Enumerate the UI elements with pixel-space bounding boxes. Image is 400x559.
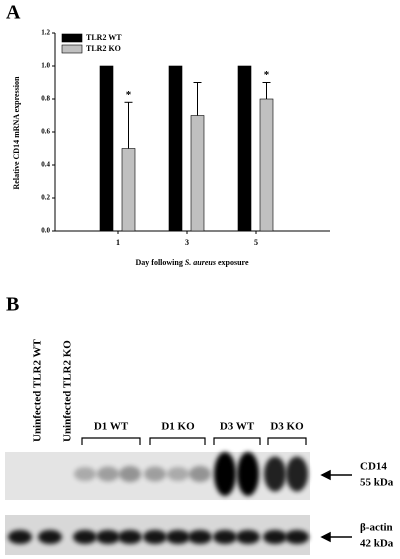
blot-band: [73, 530, 97, 544]
y-tick-label: 0.0: [41, 227, 50, 235]
band-size: 55 kDa: [360, 477, 394, 489]
x-axis-label-part: exposure: [216, 258, 249, 267]
blot-band: [97, 466, 119, 482]
bar: [121, 148, 136, 232]
y-tick-label: 0.6: [41, 128, 50, 136]
group-label: D3 WT: [220, 421, 255, 433]
legend-label: TLR2 KO: [86, 44, 121, 53]
blot-band: [264, 456, 286, 492]
error-bar: [262, 82, 271, 99]
blot-band: [285, 530, 309, 544]
bar: [99, 65, 114, 232]
blot-band: [118, 530, 142, 544]
band-name: CD14: [360, 461, 387, 473]
blot-band: [263, 530, 287, 544]
significance-marker: *: [126, 89, 132, 101]
bar: [259, 98, 274, 232]
bar: [190, 115, 205, 232]
blot-band: [237, 452, 259, 496]
x-tick-label: 1: [116, 238, 120, 247]
blot-band: [236, 530, 260, 544]
blot-band: [214, 452, 236, 496]
arrows: [320, 469, 352, 543]
y-tick-label: 0.8: [41, 95, 50, 103]
error-bar: [193, 82, 202, 116]
bar: [237, 65, 252, 232]
y-axis-label: Relative CD14 mRNA expression: [12, 76, 21, 190]
blot-band: [167, 467, 189, 481]
group-label: D1 KO: [161, 421, 195, 433]
lane-label: Uninfected TLR2 WT: [32, 338, 44, 442]
brackets: [81, 437, 307, 445]
blot-band: [189, 466, 211, 482]
legend-swatch: [61, 33, 83, 43]
lane-label: Uninfected TLR2 KO: [62, 340, 74, 442]
blot-band: [213, 530, 237, 544]
y-tick-label: 1.2: [41, 29, 50, 37]
band-size: 42 kDa: [360, 538, 394, 550]
blot-band: [188, 530, 212, 544]
y-tick-label: 1.0: [41, 62, 50, 70]
group-label: D1 WT: [94, 421, 129, 433]
bar: [168, 65, 183, 232]
blot-band: [8, 530, 32, 544]
blot-band: [166, 530, 190, 544]
blot-band: [119, 466, 141, 482]
panel-label: A: [6, 2, 21, 24]
y-tick-label: 0.2: [41, 194, 50, 202]
x-axis-label-part: Day following: [136, 258, 185, 267]
significance-marker: *: [264, 69, 270, 81]
legend-swatch: [61, 44, 83, 54]
y-tick-label: 0.4: [41, 161, 50, 169]
group-label: D3 KO: [270, 421, 304, 433]
blot-band: [74, 467, 96, 481]
legend-label: TLR2 WT: [86, 33, 122, 42]
blot-band: [286, 456, 308, 492]
blot-band: [143, 530, 167, 544]
band-name: β-actin: [360, 522, 393, 534]
x-tick-label: 3: [185, 238, 189, 247]
blot-band: [144, 466, 166, 482]
blot-band: [38, 530, 62, 544]
x-axis-label: Day following S. aureus exposure: [136, 258, 249, 267]
blot-band: [96, 530, 120, 544]
panel-label: B: [6, 294, 19, 316]
x-tick-label: 5: [254, 238, 258, 247]
x-axis-label-part: S. aureus: [185, 258, 216, 267]
error-bar: [124, 101, 133, 149]
